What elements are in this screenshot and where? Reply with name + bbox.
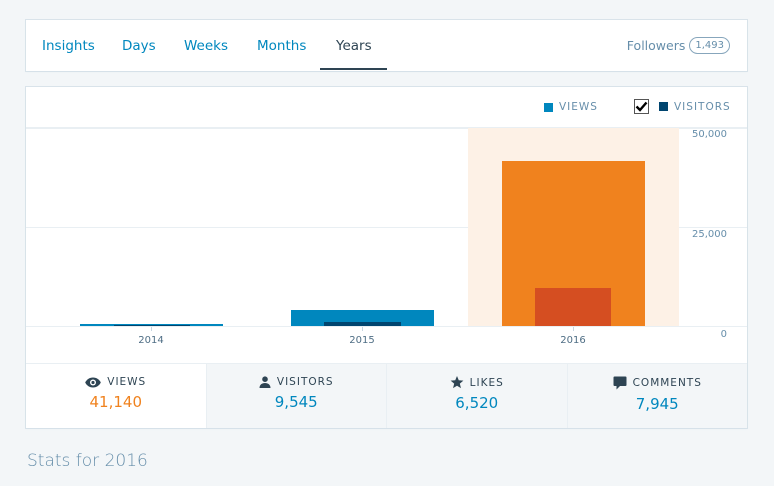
stat-tab-visitors[interactable]: VISITORS 9,545 <box>205 364 386 428</box>
gridline-50000 <box>26 128 747 129</box>
legend-visitors[interactable]: VISITORS <box>634 99 731 114</box>
y-label-50000: 50,000 <box>692 129 727 140</box>
gridline-25000 <box>26 227 747 228</box>
y-label-25000: 25,000 <box>692 229 727 240</box>
x-tick-2016 <box>573 327 574 331</box>
x-tick-2015 <box>362 327 363 331</box>
views-swatch-icon <box>544 102 553 112</box>
bar-visitors-2014[interactable] <box>114 325 190 326</box>
stat-value-views: 41,140 <box>89 393 143 411</box>
followers-label: Followers <box>626 38 686 53</box>
tab-days[interactable]: Days <box>122 38 156 54</box>
x-label-2016: 2016 <box>560 335 586 346</box>
bar-visitors-2015[interactable] <box>324 322 401 326</box>
stat-label-comments: COMMENTS <box>632 377 702 389</box>
section-nav: Insights Days Weeks Months Years Followe… <box>26 20 747 71</box>
visitors-checkbox[interactable] <box>634 99 649 114</box>
visitors-swatch-icon <box>659 102 668 111</box>
comment-icon <box>613 376 627 390</box>
star-icon <box>450 376 464 389</box>
legend-visitors-label: VISITORS <box>674 100 731 113</box>
stat-label-visitors: VISITORS <box>276 376 334 388</box>
stats-chart-card: VIEWS VISITORS 50,000 25,000 0 2014 2015 <box>26 87 747 428</box>
stat-tab-views[interactable]: VIEWS 41,140 <box>26 364 206 428</box>
x-label-2014: 2014 <box>138 335 164 346</box>
followers-count-badge: 1,493 <box>689 37 730 54</box>
eye-icon <box>85 377 102 387</box>
bar-visitors-2016[interactable] <box>535 288 611 326</box>
tab-months[interactable]: Months <box>257 38 307 54</box>
stat-tab-comments[interactable]: COMMENTS 7,945 <box>566 364 747 428</box>
stat-value-likes: 6,520 <box>455 394 499 412</box>
legend-views: VIEWS <box>544 101 598 113</box>
stats-for-heading: Stats for 2016 <box>27 451 148 471</box>
gridline-0 <box>26 326 747 327</box>
tab-years[interactable]: Years <box>320 20 387 71</box>
legend-views-label: VIEWS <box>559 101 598 113</box>
stat-tab-likes[interactable]: LIKES 6,520 <box>386 364 567 428</box>
stat-label-views: VIEWS <box>107 376 147 388</box>
checkmark-icon <box>635 101 648 112</box>
x-tick-2014 <box>151 327 152 331</box>
stat-value-visitors: 9,545 <box>274 393 318 411</box>
stat-label-likes: LIKES <box>469 376 504 389</box>
person-icon <box>259 376 271 388</box>
stat-tabs: VIEWS 41,140 VISITORS 9,545 LIKES 6,520 <box>26 363 747 428</box>
x-label-2015: 2015 <box>349 335 375 346</box>
chart-plot-area: 2014 2015 2016 <box>26 128 679 346</box>
stat-value-comments: 7,945 <box>635 395 679 413</box>
tab-weeks[interactable]: Weeks <box>184 38 229 54</box>
tab-insights[interactable]: Insights <box>42 38 95 54</box>
chart-legend: VIEWS VISITORS <box>26 87 747 128</box>
y-label-0: 0 <box>720 329 727 340</box>
followers-link[interactable]: Followers 1,493 <box>627 20 730 71</box>
